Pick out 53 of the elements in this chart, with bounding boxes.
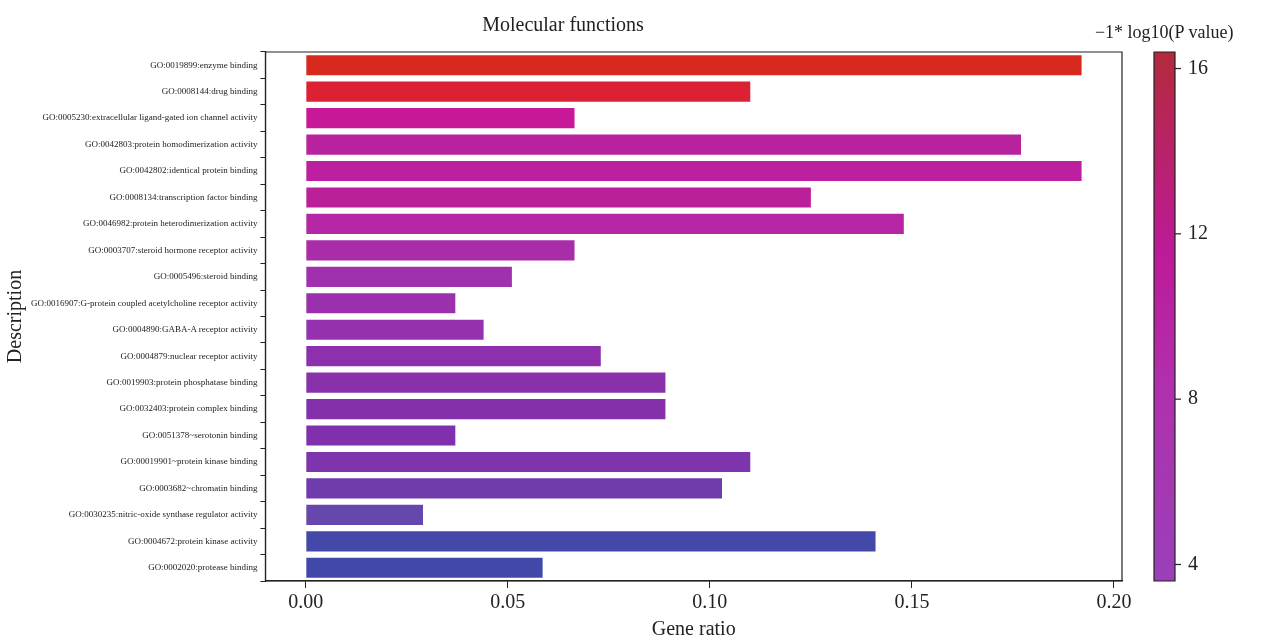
x-tick-label: 0.20 bbox=[1096, 590, 1132, 613]
bar bbox=[306, 399, 666, 420]
bar bbox=[306, 213, 904, 234]
bar bbox=[306, 293, 456, 314]
x-tick-label: 0.00 bbox=[288, 590, 324, 613]
y-tick-label: GO:0004672:protein kinase activity bbox=[127, 535, 258, 546]
bar bbox=[306, 504, 423, 525]
y-tick-label: GO:0051378~serotonin binding bbox=[142, 429, 258, 440]
y-axis-title: Description bbox=[3, 269, 27, 364]
x-axis-title: Gene ratio bbox=[651, 617, 736, 640]
y-tick-label: GO:0003682~chromatin binding bbox=[139, 482, 258, 493]
chart-title: Molecular functions bbox=[482, 13, 645, 36]
y-tick-label: GO:0019899:enzyme binding bbox=[150, 59, 258, 70]
bar bbox=[306, 319, 484, 340]
bar bbox=[306, 346, 601, 367]
bar bbox=[306, 81, 751, 102]
y-tick-label: GO:0030235:nitric-oxide synthase regulator activity bbox=[68, 509, 258, 520]
y-tick-label: GO:0016907:G-protein coupled acetylcholine receptor activity bbox=[30, 297, 258, 308]
color-bar-label: 4 bbox=[1188, 551, 1198, 574]
bar bbox=[306, 557, 543, 578]
y-tick-label: GO:0008144:drug binding bbox=[161, 86, 258, 97]
bar bbox=[306, 266, 512, 287]
color-bar-title: −1* log10(P value) bbox=[1094, 22, 1234, 43]
bar bbox=[306, 160, 1082, 182]
y-tick-label: GO:0046982:protein heterodimerization activity bbox=[82, 218, 258, 229]
bar bbox=[306, 240, 575, 261]
bar bbox=[306, 187, 811, 208]
y-tick-label: GO:0005496:steroid binding bbox=[153, 271, 258, 282]
bar bbox=[306, 55, 1082, 76]
x-tick-label: 0.05 bbox=[490, 590, 526, 613]
y-tick-label: GO:0032403:protein complex binding bbox=[119, 403, 258, 414]
color-bar-label: 12 bbox=[1188, 221, 1208, 244]
y-tick-label: GO:0004879:nuclear receptor activity bbox=[120, 350, 258, 361]
y-tick-label: GO:00019901~protein kinase binding bbox=[120, 456, 258, 467]
bar bbox=[306, 478, 722, 499]
color-bar-label: 8 bbox=[1188, 386, 1198, 409]
bar bbox=[306, 425, 456, 446]
y-tick-label: GO:0002020:protease binding bbox=[148, 562, 258, 573]
y-tick-label: GO:0042802:identical protein binding bbox=[119, 165, 258, 176]
x-tick-label: 0.10 bbox=[692, 590, 728, 613]
y-tick-label: GO:0003707:steroid hormone receptor activity bbox=[88, 244, 258, 255]
bar bbox=[306, 108, 575, 129]
y-tick-label: GO:0042803:protein homodimerization activity bbox=[84, 138, 258, 149]
y-tick-label: GO:0004890:GABA-A receptor activity bbox=[112, 324, 258, 335]
y-tick-label: GO:0005230:extracellular ligand-gated ion channel activity bbox=[42, 112, 258, 123]
bar bbox=[306, 372, 666, 393]
y-tick-label: GO:0008134:transcription factor binding bbox=[109, 191, 258, 202]
bar bbox=[306, 134, 1021, 155]
bar bbox=[306, 531, 876, 552]
bar bbox=[306, 451, 751, 473]
y-tick-label: GO:0019903:protein phosphatase binding bbox=[106, 376, 258, 387]
color-bar-label: 16 bbox=[1188, 55, 1208, 78]
x-tick-label: 0.15 bbox=[894, 590, 930, 613]
